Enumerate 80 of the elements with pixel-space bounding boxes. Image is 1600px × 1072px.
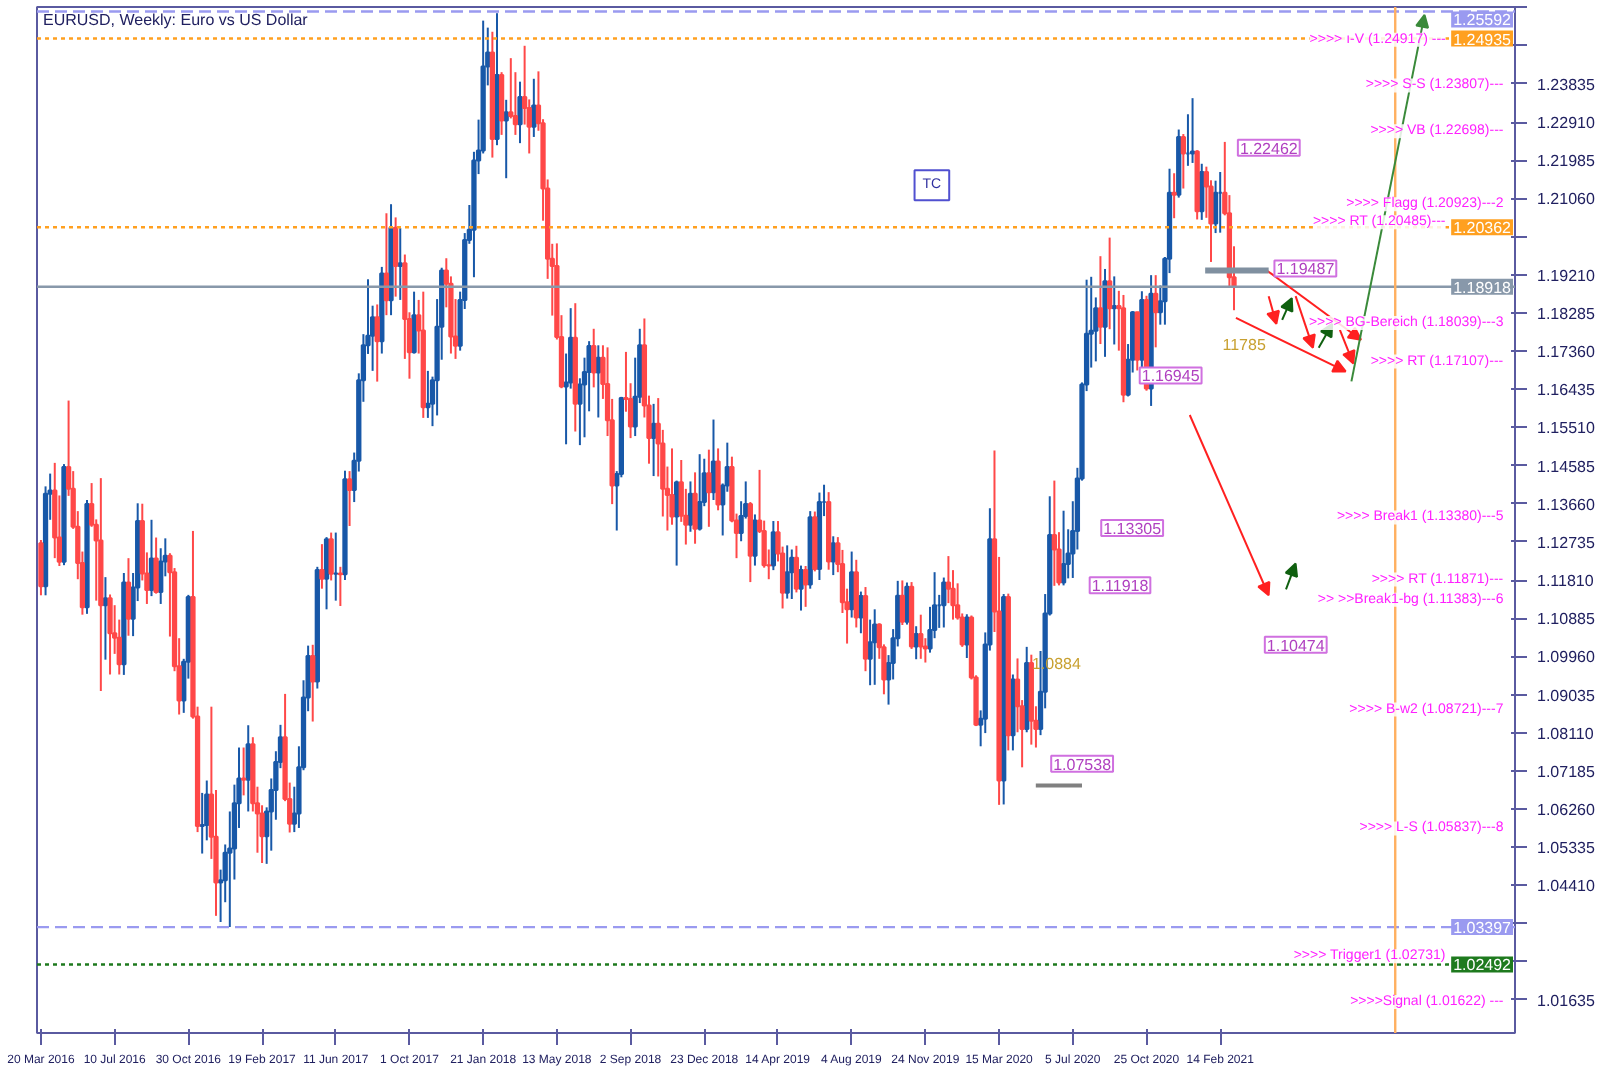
candlestick [333, 531, 339, 602]
chart-title: EURUSD, Weekly: Euro vs US Dollar [43, 11, 309, 29]
candlestick [849, 550, 855, 619]
y-tick-label: 1.17360 [1537, 343, 1596, 362]
y-tick-label: 1.12735 [1537, 533, 1596, 552]
candlestick [38, 539, 44, 597]
candlestick [752, 513, 758, 567]
candlestick [872, 608, 878, 686]
candlestick [374, 303, 380, 383]
annotation: 1.10474 [1266, 636, 1326, 655]
y-tick-label: 1.16435 [1537, 381, 1596, 400]
candlestick [1171, 172, 1177, 220]
candlestick [784, 544, 790, 600]
candlestick [1111, 275, 1117, 346]
y-tick-label: 1.21060 [1537, 190, 1596, 209]
candlestick [793, 544, 800, 594]
candlestick [669, 447, 675, 526]
candlestick [941, 576, 947, 629]
annotation: 11785 [1222, 335, 1267, 354]
ref-line-label: 1.18918 [1453, 278, 1513, 297]
y-tick-label: 1.10885 [1537, 610, 1596, 629]
candlestick [1097, 255, 1104, 346]
y-tick-label: 1.08110 [1537, 724, 1595, 743]
candlestick [503, 98, 509, 180]
candlestick [393, 216, 399, 298]
candlestick [517, 80, 523, 145]
annotation: 1.22462 [1239, 139, 1299, 158]
y-tick-label: 1.19210 [1537, 266, 1596, 285]
y-tick-label: 1.01635 [1537, 991, 1596, 1010]
candlestick [319, 543, 325, 590]
ref-line-label: 1.02492 [1453, 956, 1513, 975]
y-tick-label: 1.09960 [1537, 648, 1596, 667]
y-tick-label: 1.06260 [1537, 800, 1596, 819]
candlestick [1051, 479, 1057, 587]
candlestick [1102, 267, 1108, 358]
ref-line-label: 1.25592 [1453, 11, 1513, 30]
candlestick [853, 558, 859, 629]
annotation: 1.16945 [1141, 367, 1201, 386]
y-tick-label: 1.23835 [1537, 75, 1596, 94]
annotation: 1.13305 [1103, 519, 1163, 538]
candlestick [591, 327, 597, 389]
candlestick [1189, 97, 1196, 164]
candlestick [397, 227, 403, 301]
y-tick-label: 1.14585 [1537, 457, 1596, 476]
ref-line-label: 1.20362 [1453, 219, 1513, 238]
candlestick [1153, 274, 1159, 349]
candlestick [802, 565, 809, 608]
candlestick [789, 548, 795, 600]
candlestick [498, 71, 505, 136]
candlestick [240, 746, 247, 797]
annotation: 1.07538 [1053, 755, 1113, 774]
candlestick [425, 369, 431, 419]
candlestick [328, 531, 334, 582]
candlestick [346, 470, 353, 527]
candlestick [52, 461, 58, 560]
candlestick [1180, 133, 1186, 190]
ref-line-label: 1.03397 [1453, 919, 1513, 938]
candlestick [107, 593, 113, 676]
y-tick-label: 1.15510 [1537, 419, 1596, 438]
y-tick-label: 1.07185 [1537, 762, 1596, 781]
candlestick [1106, 236, 1113, 331]
y-tick-label: 1.11810 [1537, 572, 1595, 591]
y-tick-label: 1.22910 [1537, 114, 1596, 133]
candlestick [899, 579, 905, 626]
y-tick-label: 1.21985 [1537, 152, 1596, 171]
y-tick-label: 1.18285 [1537, 304, 1596, 323]
annotation: 1.19487 [1276, 260, 1336, 279]
candlestick [323, 536, 330, 611]
candlestick [125, 557, 132, 637]
candlestick [337, 565, 344, 608]
y-tick-label: 1.04410 [1537, 877, 1596, 896]
y-tick-label: 1.09035 [1537, 686, 1596, 705]
candlestick [692, 471, 698, 545]
annotation: 1.11918 [1091, 577, 1150, 596]
y-tick-label: 1.13660 [1537, 495, 1596, 514]
ref-line-label: 1.24935 [1453, 30, 1513, 49]
candlestick [918, 613, 924, 660]
candlestick [310, 643, 316, 723]
candlestick [1134, 310, 1140, 372]
y-tick-label: 1.05335 [1537, 839, 1596, 858]
